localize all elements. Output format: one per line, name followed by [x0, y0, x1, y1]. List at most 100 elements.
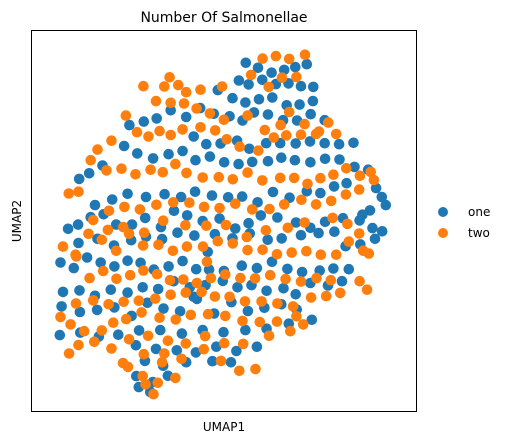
- point-two-139: [264, 269, 276, 281]
- point-two-163: [70, 298, 82, 309]
- point-two-114: [299, 217, 310, 228]
- point-one-59: [276, 152, 287, 163]
- point-two-154: [209, 291, 221, 302]
- point-one-218: [188, 291, 199, 303]
- point-one-52: [177, 145, 188, 157]
- point-two-105: [301, 245, 312, 257]
- point-two-147: [320, 290, 332, 302]
- point-one-132: [62, 223, 74, 235]
- point-one-112: [376, 226, 388, 237]
- point-one-188: [306, 314, 318, 326]
- point-two-165: [65, 319, 76, 330]
- point-two-157: [165, 289, 176, 301]
- point-one-104: [255, 210, 267, 221]
- point-two-63: [328, 169, 339, 180]
- point-two-108: [343, 236, 355, 247]
- point-one-201: [130, 340, 142, 351]
- point-one-36: [188, 131, 199, 142]
- point-one-113: [369, 233, 381, 245]
- point-two-125: [71, 251, 82, 262]
- point-two-13: [216, 81, 228, 92]
- point-two-87: [63, 188, 75, 199]
- point-two-140: [280, 273, 291, 285]
- point-two-123: [118, 221, 129, 233]
- point-two-27: [323, 117, 334, 128]
- point-two-17: [178, 98, 190, 109]
- point-two-135: [205, 272, 217, 284]
- point-two-153: [224, 291, 235, 303]
- point-two-29: [120, 110, 132, 121]
- point-one-81: [189, 186, 201, 197]
- legend-marker-one: [438, 207, 448, 217]
- point-two-49: [130, 169, 141, 180]
- point-one-119: [276, 233, 288, 244]
- point-one-133: [55, 257, 66, 268]
- point-two-35: [195, 122, 206, 133]
- point-one-53: [190, 154, 201, 166]
- point-two-59: [274, 172, 286, 184]
- point-two-119: [201, 220, 212, 231]
- point-two-195: [138, 348, 150, 360]
- point-one-64: [349, 161, 360, 173]
- point-two-100: [227, 238, 239, 249]
- point-one-16: [253, 94, 265, 105]
- point-two-79: [184, 197, 195, 208]
- point-two-91: [96, 234, 108, 246]
- point-one-51: [163, 148, 174, 160]
- point-one-143: [190, 263, 202, 275]
- point-two-128: [111, 273, 122, 285]
- point-two-160: [118, 296, 129, 308]
- point-two-184: [218, 337, 230, 349]
- point-one-82: [175, 191, 187, 203]
- point-two-90: [83, 228, 94, 240]
- point-one-149: [282, 263, 293, 275]
- point-two-129: [124, 269, 136, 281]
- point-one-86: [106, 194, 118, 205]
- point-one-61: [305, 157, 316, 168]
- point-one-48: [118, 140, 130, 152]
- point-two-134: [191, 277, 203, 289]
- point-two-190: [106, 343, 117, 354]
- point-two-82: [134, 204, 146, 215]
- point-two-179: [285, 325, 296, 337]
- point-two-22: [259, 124, 271, 136]
- point-two-183: [237, 338, 249, 350]
- point-one-131: [73, 237, 84, 249]
- point-two-95: [153, 239, 164, 251]
- point-one-194: [176, 328, 188, 339]
- point-two-51: [157, 166, 169, 178]
- point-two-137: [235, 272, 246, 284]
- point-one-6: [233, 75, 245, 86]
- point-one-88: [73, 173, 85, 185]
- point-two-199: [215, 355, 227, 367]
- point-one-7: [243, 79, 254, 90]
- point-two-11: [180, 86, 192, 98]
- point-two-57: [242, 167, 253, 178]
- point-two-122: [138, 227, 150, 238]
- point-one-212: [225, 357, 237, 368]
- point-two-203: [137, 370, 148, 382]
- point-two-141: [295, 276, 307, 287]
- point-one-172: [57, 286, 69, 298]
- point-one-45: [319, 137, 331, 149]
- point-two-70: [325, 195, 337, 207]
- point-two-158: [150, 293, 161, 304]
- point-one-67: [376, 191, 388, 203]
- point-two-175: [220, 310, 231, 322]
- point-two-118: [220, 219, 232, 231]
- point-two-151: [256, 296, 267, 307]
- point-one-34: [138, 116, 150, 127]
- point-two-200: [234, 365, 245, 377]
- point-one-11: [295, 80, 307, 92]
- point-two-20: [218, 114, 230, 126]
- point-two-54: [197, 172, 208, 183]
- point-two-177: [254, 316, 266, 328]
- point-two-187: [162, 335, 174, 347]
- point-one-68: [380, 199, 392, 211]
- point-two-64: [341, 163, 352, 174]
- point-two-23: [275, 119, 286, 131]
- point-one-103: [243, 217, 254, 229]
- point-two-102: [257, 244, 268, 255]
- point-two-167: [96, 325, 108, 336]
